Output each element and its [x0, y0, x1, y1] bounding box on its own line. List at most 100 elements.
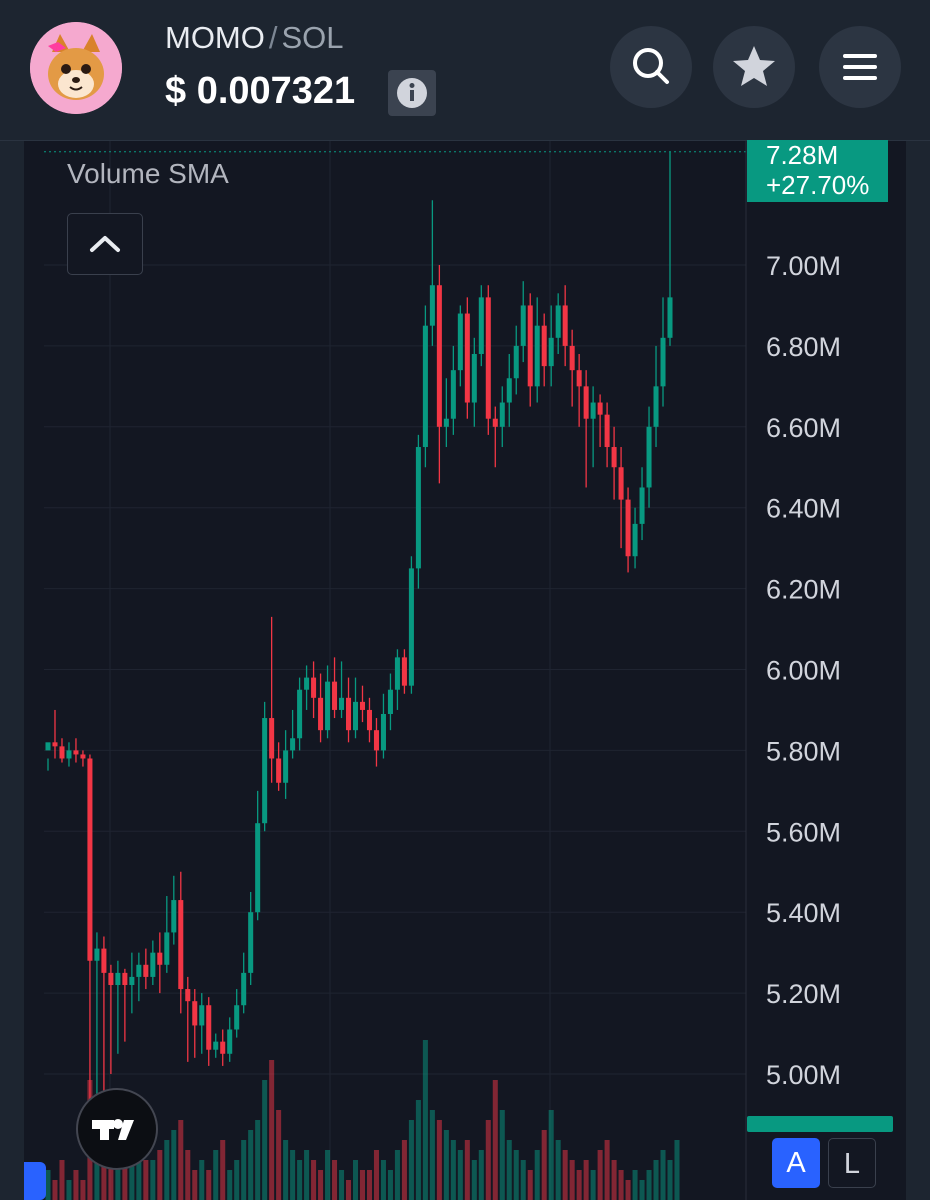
- base-token: MOMO: [165, 20, 265, 55]
- candle-body: [59, 746, 65, 759]
- candle-body: [45, 742, 51, 751]
- candle-body: [520, 305, 526, 346]
- collapse-legend-button[interactable]: [67, 213, 143, 275]
- candle-body: [115, 972, 121, 986]
- indicator-legend: Volume SMA: [67, 158, 229, 189]
- volume-bars: [45, 1040, 680, 1200]
- candle-body: [422, 325, 428, 448]
- candle-body: [590, 402, 596, 419]
- volume-bar: [506, 1140, 512, 1200]
- candles: [45, 151, 673, 1115]
- log-scale-button[interactable]: L: [828, 1138, 876, 1188]
- candle-body: [373, 730, 379, 751]
- volume-bar: [478, 1150, 484, 1200]
- volume-bar: [527, 1170, 533, 1200]
- volume-bar: [297, 1160, 303, 1200]
- volume-bar: [143, 1160, 149, 1200]
- volume-bar: [667, 1160, 673, 1200]
- volume-bar: [227, 1170, 233, 1200]
- y-axis-tick-label: 5.20M: [766, 979, 841, 1009]
- search-icon: [633, 48, 669, 84]
- volume-bar: [583, 1160, 589, 1200]
- volume-bar: [52, 1180, 58, 1200]
- tradingview-logo[interactable]: [76, 1088, 158, 1170]
- y-axis-tick-label: 6.60M: [766, 413, 841, 443]
- volume-bar: [234, 1160, 240, 1200]
- candle-body: [415, 447, 421, 569]
- volume-bar: [415, 1100, 421, 1200]
- candle-body: [311, 677, 317, 698]
- candle-body: [227, 1029, 233, 1054]
- last-price-value: 7.28M: [766, 140, 839, 170]
- y-axis-tick-label: 6.40M: [766, 494, 841, 524]
- candle-body: [576, 370, 582, 387]
- volume-bar: [674, 1140, 680, 1200]
- volume-bar: [632, 1170, 638, 1200]
- volume-bar: [255, 1120, 261, 1200]
- volume-bar: [359, 1170, 366, 1200]
- volume-bar: [576, 1170, 582, 1200]
- candle-body: [548, 337, 554, 367]
- volume-bar: [332, 1160, 338, 1200]
- candle-body: [429, 285, 435, 326]
- volume-bar: [660, 1150, 666, 1200]
- candle-body: [471, 353, 477, 403]
- candle-body: [199, 1005, 205, 1026]
- candle-body: [625, 499, 631, 557]
- volume-bar: [283, 1140, 289, 1200]
- candle-body: [318, 697, 324, 731]
- y-axis-tick-label: 5.40M: [766, 898, 841, 928]
- favorite-button[interactable]: [713, 26, 795, 108]
- candle-body: [499, 402, 505, 427]
- y-axis-tick-label: 6.20M: [766, 575, 841, 605]
- volume-bar: [597, 1150, 603, 1200]
- left-panel-toggle[interactable]: [24, 1162, 46, 1200]
- volume-bar: [443, 1130, 449, 1200]
- volume-bar: [611, 1160, 617, 1200]
- info-icon: [397, 78, 427, 108]
- price-axis: 7.00M 6.80M 6.60M 6.40M 6.20M 6.00M 5.80M 5.60M…: [745, 141, 841, 1200]
- y-axis-tick-label: 5.80M: [766, 736, 841, 766]
- volume-bar: [534, 1150, 540, 1200]
- search-button[interactable]: [610, 26, 692, 108]
- menu-button[interactable]: [819, 26, 901, 108]
- candle-body: [164, 932, 170, 965]
- volume-bar: [485, 1120, 491, 1200]
- candle-body: [241, 972, 247, 1006]
- volume-bar: [513, 1150, 519, 1200]
- volume-bar: [604, 1140, 610, 1200]
- candle-body: [667, 297, 673, 338]
- current-price: $ 0.007321: [165, 70, 356, 112]
- volume-bar: [590, 1170, 596, 1200]
- candle-body: [492, 418, 498, 427]
- info-button[interactable]: [388, 70, 436, 116]
- volume-bar: [422, 1040, 428, 1200]
- volume-bar: [290, 1150, 296, 1200]
- candle-body: [87, 758, 93, 961]
- candle-body: [269, 718, 275, 759]
- candle-body: [234, 1005, 240, 1030]
- candle-body: [569, 345, 575, 371]
- candle-body: [220, 1041, 226, 1054]
- volume-bar: [457, 1150, 463, 1200]
- candle-body: [639, 487, 645, 524]
- volume-bar: [646, 1170, 652, 1200]
- auto-scale-button[interactable]: A: [772, 1138, 820, 1188]
- candle-body: [248, 912, 254, 973]
- volume-bar: [206, 1170, 212, 1200]
- star-icon: [733, 46, 775, 86]
- top-bar: MOMO / SOL $ 0.007321: [0, 0, 930, 141]
- candle-body: [52, 742, 58, 747]
- candle-body: [359, 701, 366, 710]
- candle-body: [632, 523, 638, 557]
- last-price-badge: 7.28M +27.70%: [747, 140, 888, 202]
- volume-bar: [80, 1180, 86, 1200]
- volume-bar: [66, 1180, 72, 1200]
- volume-bar: [653, 1160, 659, 1200]
- volume-bar: [136, 1150, 142, 1200]
- candle-body: [485, 297, 491, 419]
- volume-bar: [276, 1110, 282, 1200]
- volume-bar: [59, 1160, 65, 1200]
- volume-bar: [199, 1160, 205, 1200]
